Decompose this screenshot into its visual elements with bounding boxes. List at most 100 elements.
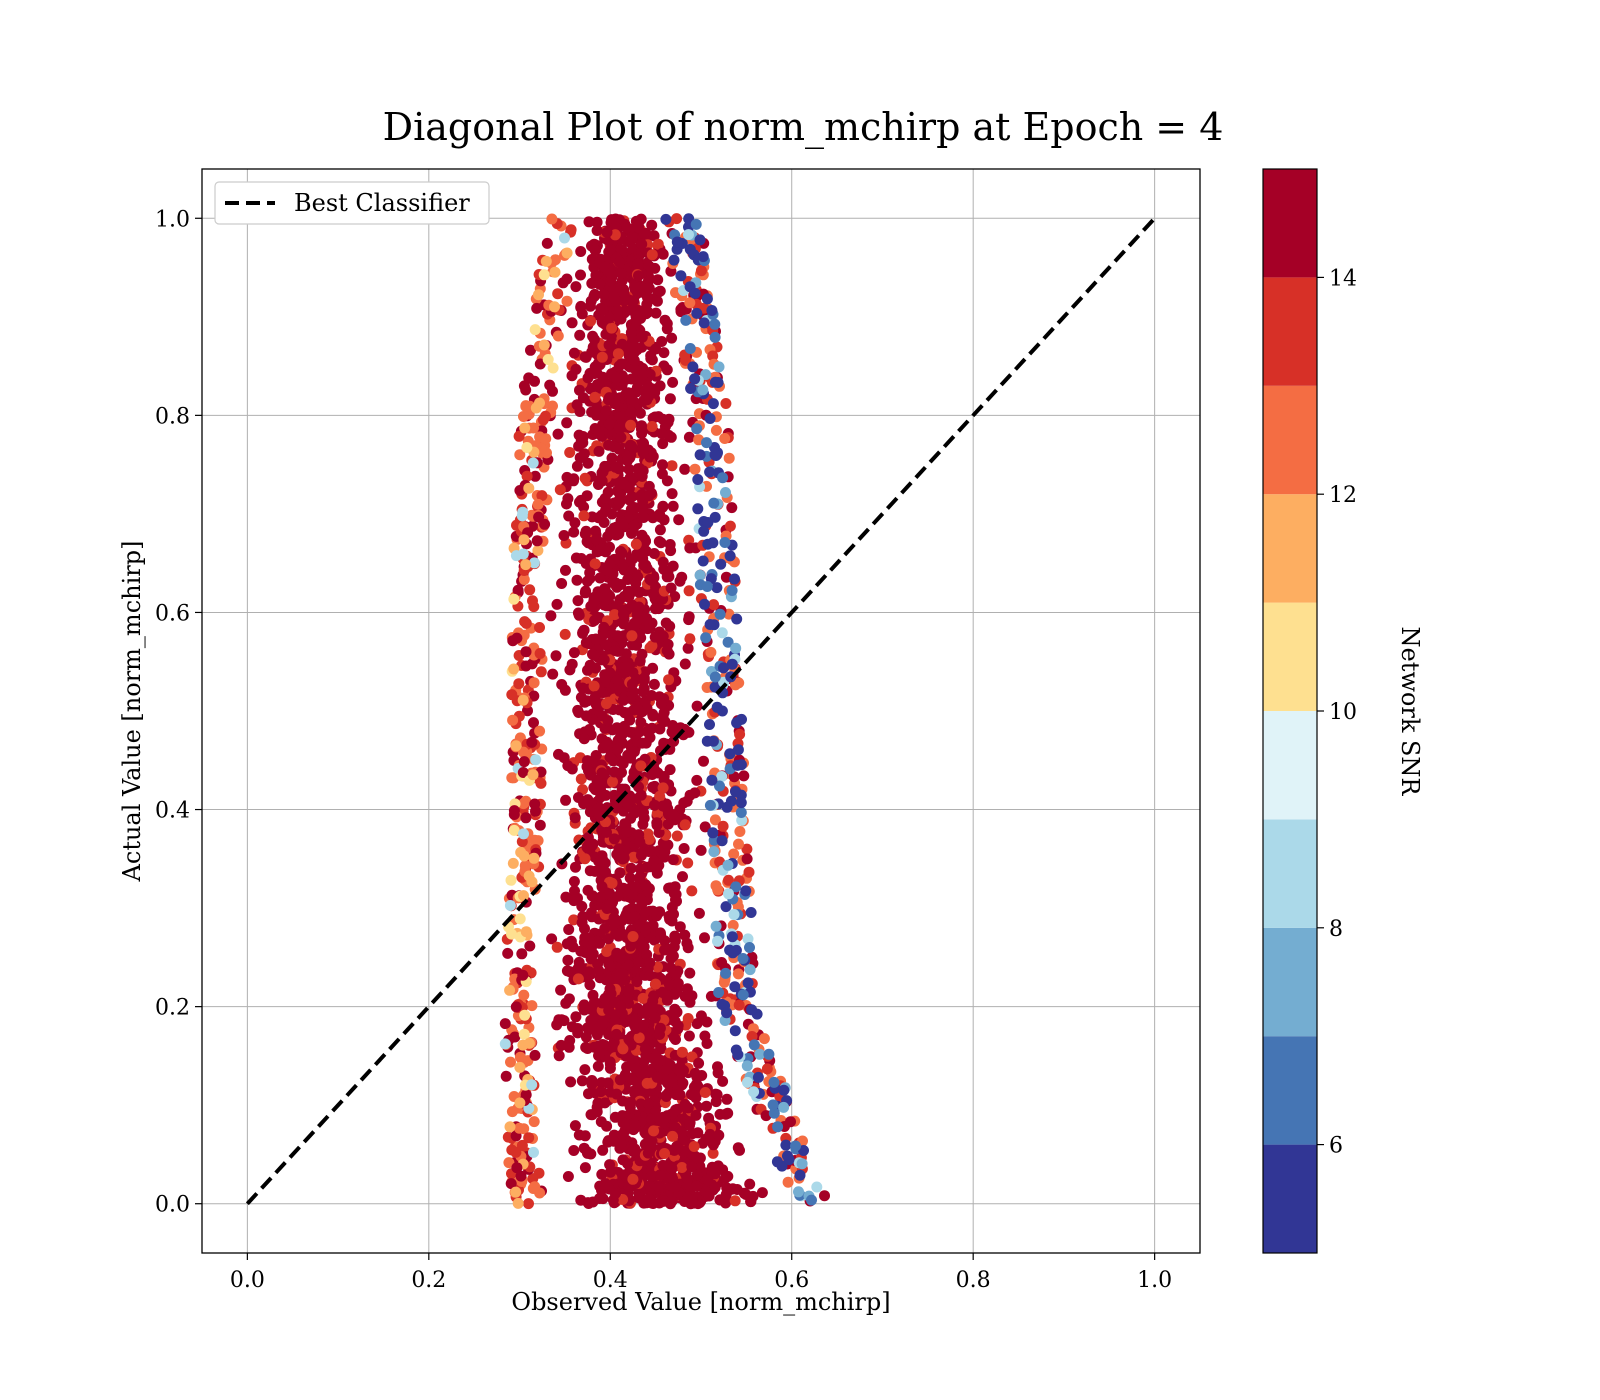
data-point — [534, 819, 546, 831]
data-point — [620, 661, 632, 673]
data-point — [629, 1122, 641, 1134]
data-point — [725, 795, 737, 807]
legend-entry-best-classifier: Best Classifier — [294, 189, 470, 217]
data-point — [675, 270, 687, 282]
data-point — [758, 1033, 770, 1045]
data-point — [599, 923, 611, 934]
data-point — [664, 393, 676, 405]
data-point — [638, 227, 650, 239]
data-point — [541, 237, 553, 249]
data-point — [679, 929, 691, 941]
data-point — [695, 844, 707, 856]
data-point — [679, 463, 691, 475]
data-point — [697, 1137, 709, 1149]
data-point — [618, 618, 630, 630]
data-point — [711, 1089, 723, 1101]
data-point — [744, 1178, 756, 1190]
chart-title: Diagonal Plot of norm_mchirp at Epoch = … — [383, 105, 1224, 150]
data-point — [623, 585, 635, 597]
data-point — [646, 769, 658, 780]
data-point — [584, 567, 596, 579]
data-point — [704, 466, 716, 478]
data-point — [626, 630, 638, 642]
data-point — [595, 855, 607, 866]
data-point — [579, 947, 591, 958]
data-point — [709, 331, 721, 343]
data-point — [671, 1142, 683, 1154]
data-point — [559, 628, 571, 640]
data-point — [574, 329, 586, 341]
data-point — [579, 1162, 591, 1174]
data-point — [671, 830, 683, 842]
data-point — [746, 1031, 758, 1042]
data-point — [711, 582, 723, 594]
data-point — [518, 1028, 530, 1040]
data-point — [646, 1170, 658, 1182]
data-point — [627, 1173, 639, 1185]
data-point — [661, 1089, 673, 1101]
data-point — [682, 642, 694, 654]
data-point — [520, 812, 532, 824]
data-point — [583, 968, 595, 980]
data-point — [684, 297, 696, 309]
data-point — [506, 772, 518, 784]
data-point — [534, 622, 545, 633]
data-point — [597, 1144, 609, 1156]
data-point — [625, 406, 637, 418]
data-point — [754, 1048, 766, 1060]
data-point — [685, 383, 697, 394]
data-point — [701, 1100, 712, 1112]
data-point — [616, 244, 628, 256]
data-point — [609, 229, 621, 241]
data-point — [534, 725, 546, 737]
data-point — [516, 510, 528, 522]
data-point — [591, 774, 603, 786]
data-point — [535, 666, 547, 678]
data-point — [518, 1123, 530, 1135]
data-point — [633, 1192, 645, 1204]
data-point — [530, 402, 542, 414]
data-point — [607, 576, 619, 588]
data-point — [646, 354, 658, 366]
data-point — [669, 1181, 681, 1193]
data-point — [528, 690, 540, 702]
data-point — [663, 979, 675, 990]
data-point — [682, 1173, 694, 1185]
data-point — [601, 946, 613, 957]
data-point — [694, 1160, 706, 1172]
data-point — [719, 1172, 731, 1184]
data-point — [577, 431, 589, 443]
data-point — [593, 428, 605, 440]
data-point — [729, 573, 740, 585]
data-point — [778, 1084, 790, 1096]
data-point — [524, 940, 536, 952]
data-point — [592, 803, 604, 815]
data-point — [701, 293, 713, 305]
data-point — [647, 710, 659, 722]
data-point — [506, 689, 518, 701]
data-point — [598, 288, 610, 300]
data-point — [569, 517, 581, 529]
data-point — [530, 805, 541, 817]
data-point — [589, 865, 601, 877]
data-point — [706, 305, 718, 316]
data-point — [535, 777, 547, 789]
data-point — [641, 612, 653, 624]
colorbar-tick-label: 8 — [1329, 917, 1343, 942]
data-point — [632, 704, 644, 716]
data-point — [581, 755, 593, 767]
data-point — [592, 1060, 604, 1072]
data-point — [549, 266, 561, 278]
data-point — [667, 376, 679, 388]
data-point — [674, 1089, 686, 1101]
data-point — [780, 1139, 792, 1151]
data-point — [691, 423, 703, 435]
data-point — [499, 1018, 511, 1030]
data-point — [632, 614, 644, 626]
data-point — [568, 647, 580, 659]
data-point — [520, 646, 532, 658]
data-point — [711, 701, 723, 713]
data-point — [545, 610, 557, 622]
data-point — [562, 954, 574, 966]
data-point — [561, 295, 573, 307]
